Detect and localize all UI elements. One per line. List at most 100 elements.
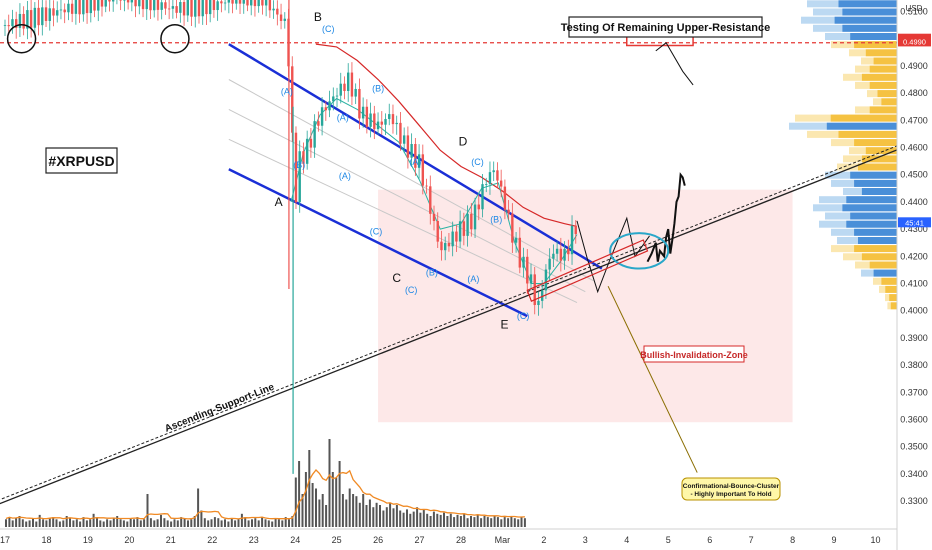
candle-body xyxy=(279,14,283,21)
candle-body xyxy=(201,0,204,17)
volume-bar xyxy=(193,516,196,527)
channel-lower-line[interactable] xyxy=(228,168,528,318)
candle-body xyxy=(406,135,410,158)
candle-body xyxy=(253,0,257,7)
candle-body xyxy=(67,3,70,13)
volume-bar xyxy=(496,517,499,527)
price-tick-label: 0.4200 xyxy=(900,251,928,261)
volume-bar xyxy=(160,514,162,527)
volume-bar xyxy=(102,521,105,527)
volume-profile-bar-core xyxy=(846,220,897,228)
volume-bar xyxy=(368,499,371,527)
candle-body xyxy=(223,2,227,4)
candle-body xyxy=(324,107,328,111)
candle-body xyxy=(264,0,268,6)
candle-body xyxy=(164,2,167,9)
volume-bar xyxy=(264,519,267,527)
volume-bar xyxy=(345,499,348,527)
volume-bar xyxy=(490,518,493,527)
volume-bar xyxy=(385,507,388,527)
volume-bar xyxy=(493,516,496,527)
volume-bar xyxy=(18,516,21,527)
volume-bar xyxy=(48,518,51,527)
volume-bar xyxy=(82,517,85,527)
volume-bar xyxy=(126,521,129,527)
candle-body xyxy=(507,209,510,214)
volume-bar xyxy=(382,510,385,527)
volume-bar xyxy=(325,505,328,527)
volume-bar xyxy=(224,519,226,527)
volume-bar xyxy=(237,519,240,527)
volume-bar xyxy=(65,516,68,527)
volume-profile-bar-core xyxy=(830,114,897,122)
time-tick-label: 26 xyxy=(373,535,383,545)
volume-bar xyxy=(486,517,489,527)
volume-bar xyxy=(176,520,179,527)
candle-body xyxy=(305,138,309,164)
candle-body xyxy=(111,0,115,2)
candle-body xyxy=(313,121,316,148)
ascending-support-line[interactable] xyxy=(0,144,909,506)
price-tick-label: 0.3700 xyxy=(900,387,928,397)
volume-bar xyxy=(412,511,415,527)
volume-profile-bar-core xyxy=(858,163,897,171)
wave-label: (A) xyxy=(337,112,349,122)
candle-body xyxy=(380,121,383,125)
volume-bar xyxy=(163,518,166,527)
candle-body xyxy=(470,213,473,230)
price-candles xyxy=(3,0,577,474)
volume-profile-bar-core xyxy=(834,16,897,24)
time-tick-label: 4 xyxy=(624,535,629,545)
volume-bar xyxy=(288,519,290,527)
candle-body xyxy=(48,8,51,21)
volume-bars xyxy=(5,439,526,527)
volume-bar xyxy=(520,517,523,527)
volume-profile-bar-core xyxy=(850,212,897,220)
candle-body xyxy=(78,0,81,15)
volume-profile-bar-core xyxy=(842,24,897,32)
volume-profile-bar-core xyxy=(890,302,897,310)
candle-body xyxy=(402,135,406,144)
candle-body xyxy=(555,248,559,254)
channel-inner-line xyxy=(228,108,586,293)
candle-body xyxy=(332,96,335,102)
volume-bar xyxy=(261,517,264,527)
volume-bar xyxy=(230,518,233,527)
time-axis-ticks: 17 18 19 20 21 22 23 24 25 26 27 28 Mar 2 3 4 5 6 7 8 9 10 xyxy=(0,535,881,545)
volume-profile-bar-core xyxy=(846,196,897,204)
candle-body xyxy=(52,8,55,16)
candle-body xyxy=(74,0,78,14)
volume-profile-bar-core xyxy=(869,261,897,269)
time-tick-label: 28 xyxy=(456,535,466,545)
volume-bar xyxy=(480,518,483,527)
time-axis[interactable]: 17 18 19 20 21 22 23 24 25 26 27 28 Mar 2 3 4 5 6 7 8 9 10 xyxy=(0,528,897,545)
confirmed-price-path xyxy=(646,172,686,263)
candle-body xyxy=(417,154,421,168)
volume-bar xyxy=(513,518,516,527)
wave-label: (A) xyxy=(281,87,293,97)
candle-body xyxy=(455,231,458,242)
volume-bar xyxy=(35,521,38,527)
volume-bar xyxy=(75,519,78,527)
volume-bar xyxy=(109,520,112,527)
volume-bar xyxy=(315,488,317,527)
volume-bar xyxy=(311,483,314,527)
price-tag xyxy=(898,217,931,228)
candle-body xyxy=(421,154,425,186)
volume-bar xyxy=(483,516,486,527)
candle-body xyxy=(138,0,141,7)
candle-body xyxy=(522,256,525,268)
candle-body xyxy=(171,6,175,9)
volume-bar xyxy=(207,520,210,527)
volume-profile-bar-core xyxy=(826,122,897,130)
price-axis[interactable]: USD 0.51000.50000.49000.48000.47000.4600… xyxy=(896,0,932,550)
volume-bar xyxy=(331,472,334,527)
time-tick-label: 19 xyxy=(83,535,93,545)
volume-bar xyxy=(99,520,102,527)
volume-bar xyxy=(122,520,125,527)
candle-body xyxy=(514,237,518,243)
volume-bar xyxy=(129,518,132,527)
price-tick-label: 0.4000 xyxy=(900,306,928,316)
candle-body xyxy=(462,221,466,236)
